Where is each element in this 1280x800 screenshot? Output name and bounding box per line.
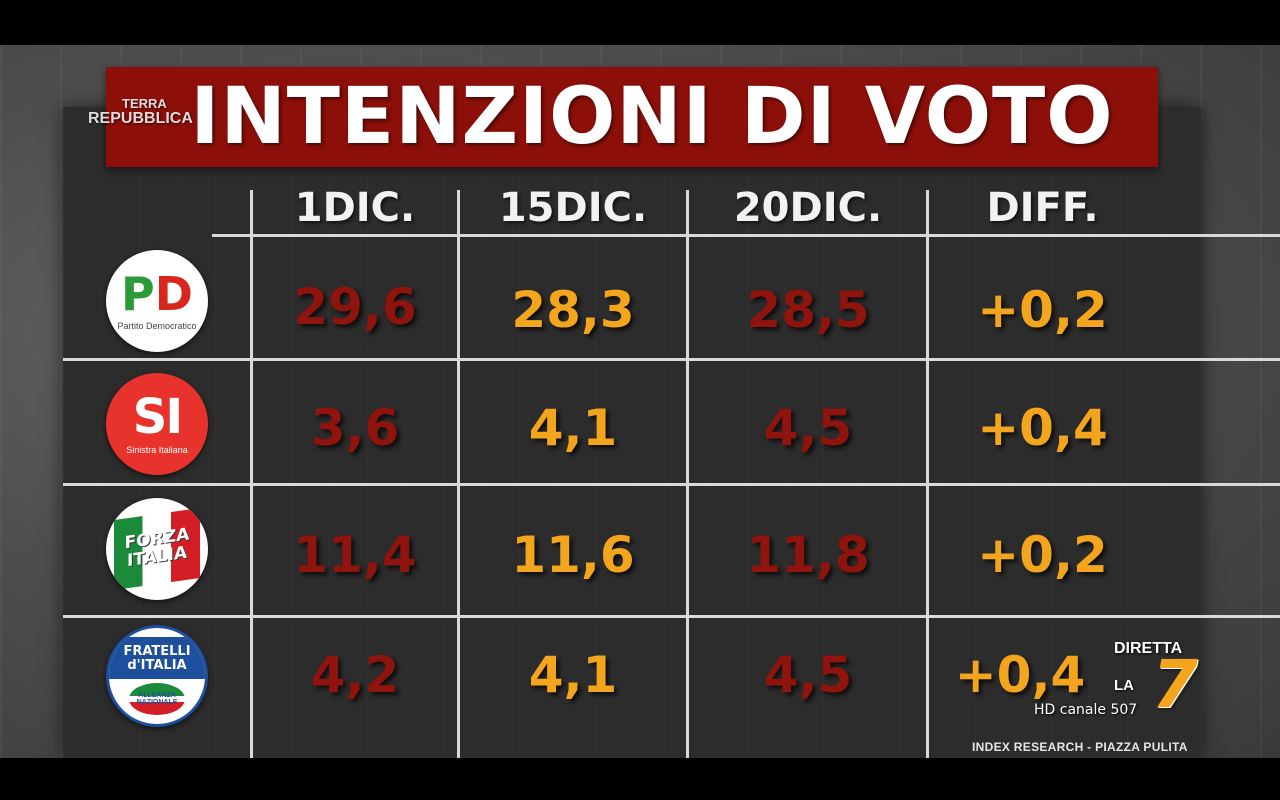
channel-hd-label: HD canale 507: [1034, 702, 1138, 718]
pd-value-15dic: 28,3: [511, 281, 635, 339]
fdi-value-20dic: 4,5: [763, 646, 853, 704]
pd-value-diff: +0,2: [977, 281, 1108, 339]
watermark-line1: TERRA: [122, 96, 167, 111]
si-logo-caption: Sinistra Italiana: [126, 445, 188, 455]
grid-hline: [63, 615, 1280, 618]
fratelli-italia-logo-caption: ALLEANZA NAZIONALE: [129, 683, 185, 716]
si-value-diff: +0,4: [977, 399, 1108, 457]
grid-vline: [457, 190, 460, 758]
column-header-15dic: 15DIC.: [498, 185, 648, 231]
grid-vline: [250, 190, 253, 758]
fratelli-italia-logo: FRATELLI d'ITALIA ALLEANZA NAZIONALE: [106, 625, 208, 727]
si-value-20dic: 4,5: [763, 399, 853, 457]
channel-seven-mark: 7: [1152, 646, 1198, 723]
watermark-line2: REPUBBLICA: [88, 109, 193, 127]
si-logo-mark: SI: [132, 389, 183, 445]
fi-value-15dic: 11,6: [511, 526, 635, 584]
si-logo: SI Sinistra Italiana: [106, 373, 208, 475]
grid-vline: [926, 190, 929, 758]
si-value-15dic: 4,1: [528, 399, 618, 457]
fdi-value-diff: +0,4: [954, 646, 1086, 704]
forza-italia-logo-mark: FORZA ITALIA: [114, 507, 200, 591]
fratelli-italia-logo-mark: FRATELLI d'ITALIA: [109, 636, 205, 680]
grid-hline: [63, 358, 1280, 361]
fi-value-20dic: 11,8: [746, 526, 870, 584]
broadcaster-watermark: TERRA REPUBBLICA: [88, 97, 208, 127]
pd-value-20dic: 28,5: [746, 281, 870, 339]
channel-la-label: LA: [1114, 677, 1134, 694]
si-value-1dic: 3,6: [310, 399, 400, 457]
channel-logo: DIRETTA LA 7 HD canale 507: [1034, 640, 1204, 722]
grid-hline: [63, 483, 1280, 486]
channel-live-label: DIRETTA: [1114, 640, 1183, 657]
grid-vline: [686, 190, 689, 758]
pd-value-1dic: 29,6: [293, 278, 417, 336]
title-banner: INTENZIONI DI VOTO: [106, 67, 1158, 167]
page-title: INTENZIONI DI VOTO: [190, 72, 1114, 162]
column-header-20dic: 20DIC.: [733, 185, 883, 231]
fi-value-1dic: 11,4: [293, 526, 417, 584]
forza-italia-logo: FORZA ITALIA: [106, 498, 208, 600]
fdi-value-15dic: 4,1: [528, 646, 618, 704]
column-header-1dic: 1DIC.: [294, 185, 416, 231]
pd-logo-caption: Partito Democratico: [117, 321, 197, 331]
column-header-diff: DIFF.: [986, 185, 1099, 231]
source-credit: INDEX RESEARCH - PIAZZA PULITA: [972, 740, 1188, 754]
grid-hline: [212, 234, 1280, 237]
broadcast-frame: INTENZIONI DI VOTO TERRA REPUBBLICA 1DIC…: [0, 45, 1280, 758]
fdi-value-1dic: 4,2: [310, 646, 400, 704]
fi-value-diff: +0,2: [977, 526, 1108, 584]
